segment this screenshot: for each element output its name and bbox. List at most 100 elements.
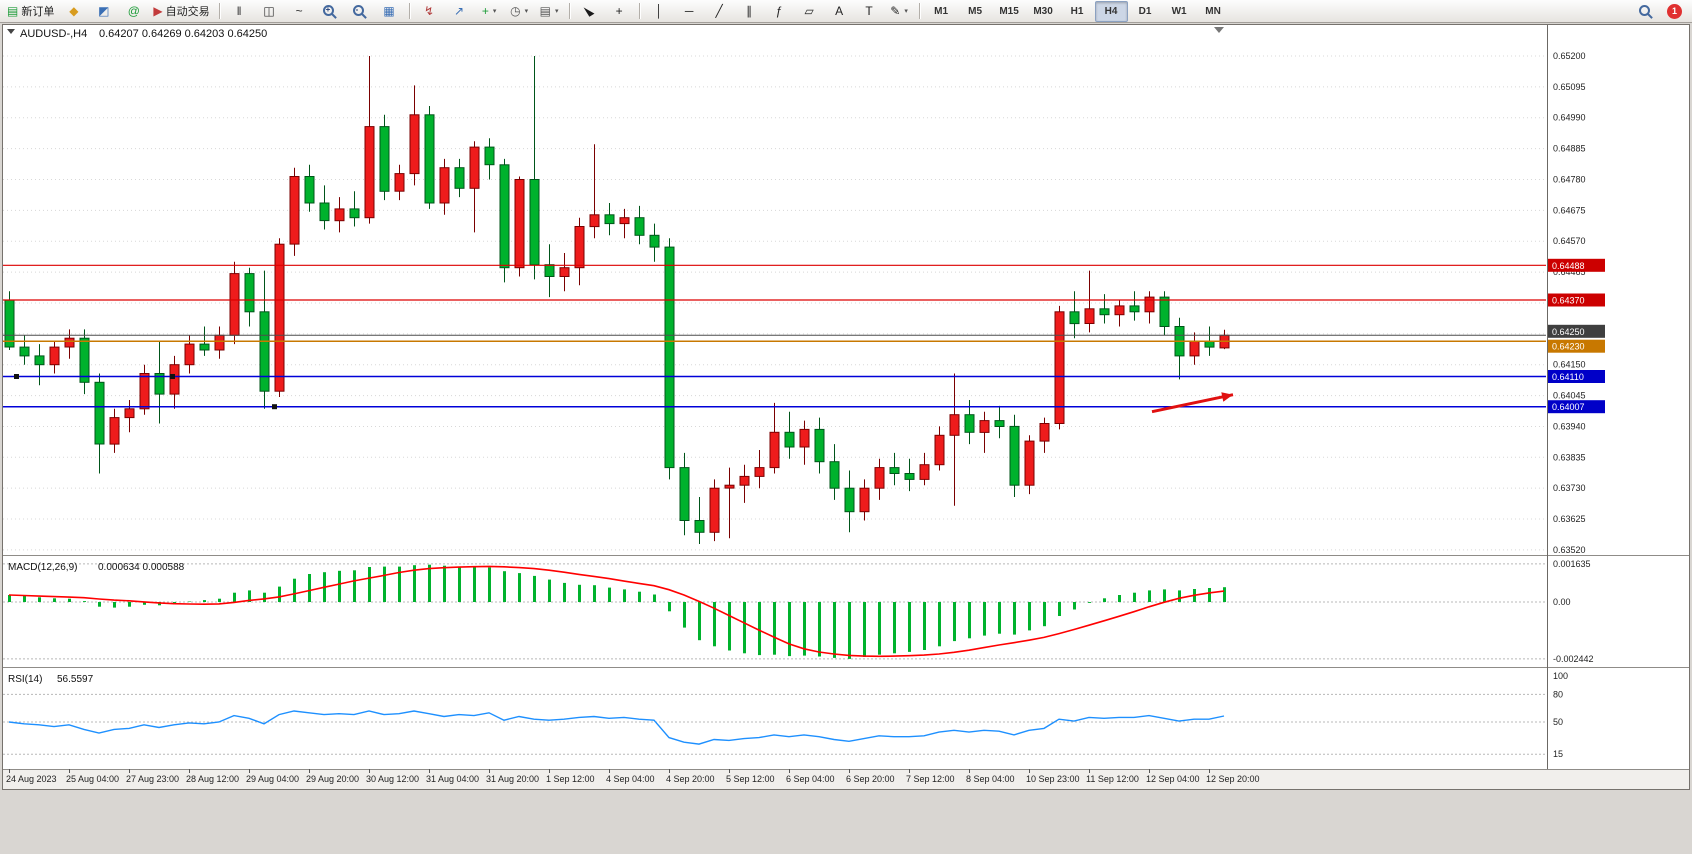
trendline-icon[interactable]: ╱ xyxy=(705,1,734,22)
tf-button-mn[interactable]: MN xyxy=(1205,5,1221,17)
new-order-button[interactable]: ▤ 新订单 xyxy=(3,1,58,22)
ohlc-values-label: 0.64207 0.64269 0.64203 0.64250 xyxy=(99,28,267,40)
line-handle[interactable] xyxy=(170,374,175,379)
channel-icon[interactable]: ∥ xyxy=(735,1,764,22)
crosshair-icon[interactable]: + xyxy=(605,1,634,22)
macd-indicator-label: MACD(12,26,9) xyxy=(8,562,77,573)
candle-body xyxy=(904,473,915,480)
tf-button-w1[interactable]: W1 xyxy=(1171,5,1187,17)
macd-axis-label: 0.001635 xyxy=(1553,559,1591,569)
candle-body xyxy=(709,487,720,533)
vertical-line-icon-glyph: │ xyxy=(655,4,663,18)
line-handle[interactable] xyxy=(14,374,19,379)
crosshair-icon-glyph: + xyxy=(615,4,623,18)
trend-arrow[interactable] xyxy=(1151,393,1234,414)
candle-body xyxy=(289,176,300,245)
cursor-icon[interactable] xyxy=(575,1,604,22)
text-icon[interactable]: A xyxy=(825,1,854,22)
candle-body xyxy=(424,114,435,204)
market-watch-icon-glyph: ◆ xyxy=(69,4,79,18)
tile-windows-icon[interactable]: ▦ xyxy=(375,1,404,22)
trendline-icon-glyph: ╱ xyxy=(715,4,723,18)
tf-button-m1[interactable]: M1 xyxy=(934,5,949,17)
candles-layer xyxy=(4,56,1230,544)
indicators-icon-glyph: ↯ xyxy=(424,4,435,18)
candle-body xyxy=(604,214,615,225)
candle-body xyxy=(529,179,540,266)
community-icon[interactable]: @ xyxy=(119,1,148,22)
fibonacci-icon[interactable]: ƒ xyxy=(765,1,794,22)
tf-button-m5[interactable]: M5 xyxy=(968,5,983,17)
arrows-tool-dropdown-glyph: ✎ xyxy=(890,4,901,18)
objects-list-icon[interactable]: ↗ xyxy=(445,1,474,22)
candle-body xyxy=(94,381,105,445)
candle-body xyxy=(754,467,765,477)
time-axis-label: 29 Aug 04:00 xyxy=(246,774,299,784)
price-axis-label: 0.65200 xyxy=(1553,51,1586,61)
rsi-axis-label: 100 xyxy=(1553,671,1568,681)
market-watch-icon[interactable]: ◆ xyxy=(59,1,88,22)
bar-chart-icon[interactable]: ‖ xyxy=(225,1,254,22)
add-indicator-dropdown-glyph: + xyxy=(481,4,489,18)
candle-body xyxy=(1114,305,1125,316)
candle-body xyxy=(364,126,375,219)
tf-button-d1[interactable]: D1 xyxy=(1138,5,1152,17)
price-marker-text: 0.64250 xyxy=(1552,327,1585,337)
arrows-tool-dropdown[interactable]: ✎ ▾ xyxy=(885,1,914,22)
notifications-badge[interactable]: 1 xyxy=(1660,1,1689,22)
price-marker-box xyxy=(1548,258,1605,272)
indicators-icon[interactable]: ↯ xyxy=(415,1,444,22)
zoom-out-icon[interactable]: - xyxy=(345,1,374,22)
candle-body xyxy=(1129,305,1140,313)
toolbar-separator xyxy=(408,3,410,19)
periods-dropdown[interactable]: ◷ ▾ xyxy=(505,1,534,22)
candle-body xyxy=(514,179,525,269)
candle-body xyxy=(499,164,510,269)
data-window-icon[interactable]: ◩ xyxy=(89,1,118,22)
candle-body xyxy=(649,234,660,248)
vertical-line-icon[interactable]: │ xyxy=(645,1,674,22)
tf-button-h4[interactable]: H4 xyxy=(1094,0,1128,22)
time-axis-label: 6 Sep 20:00 xyxy=(846,774,895,784)
candle-body xyxy=(334,208,345,222)
candle-body xyxy=(1024,440,1035,486)
candlestick-chart-icon[interactable]: ◫ xyxy=(255,1,284,22)
horizontal-line-icon[interactable]: ─ xyxy=(675,1,704,22)
candle-body xyxy=(484,146,495,166)
price-axis-label: 0.64990 xyxy=(1553,113,1586,123)
time-axis-label: 7 Sep 12:00 xyxy=(906,774,955,784)
toolbar-separator xyxy=(218,3,220,19)
line-chart-icon[interactable]: ~ xyxy=(285,1,314,22)
tf-button-m30[interactable]: M30 xyxy=(1033,5,1053,17)
horizontal-line-icon-glyph: ─ xyxy=(684,4,694,18)
time-axis-label: 8 Sep 04:00 xyxy=(966,774,1015,784)
time-axis-label: 1 Sep 12:00 xyxy=(546,774,595,784)
rsi-axis-label: 50 xyxy=(1553,717,1563,727)
add-indicator-dropdown[interactable]: + ▾ xyxy=(475,1,504,22)
time-axis-label: 12 Sep 04:00 xyxy=(1146,774,1200,784)
zoom-in-icon[interactable]: + xyxy=(315,1,344,22)
tile-windows-icon-glyph: ▦ xyxy=(383,4,395,18)
candle-body xyxy=(1099,308,1110,316)
oneclick-trading-toggle[interactable] xyxy=(7,29,15,34)
candle-body xyxy=(694,520,705,533)
zoom-in-icon-badge: + xyxy=(325,4,331,14)
templates-dropdown[interactable]: ▤ ▾ xyxy=(535,1,564,22)
shapes-icon[interactable]: ▱ xyxy=(795,1,824,22)
objects-layer xyxy=(3,264,1546,414)
candle-body xyxy=(64,337,75,348)
text-label-icon[interactable]: T xyxy=(855,1,884,22)
periods-dropdown-arrow-icon: ▾ xyxy=(524,8,529,15)
time-axis-label: 24 Aug 2023 xyxy=(6,774,57,784)
shapes-icon-glyph: ▱ xyxy=(804,4,814,18)
time-axis-strip[interactable] xyxy=(3,770,1689,789)
chart-canvas[interactable]: 0.65200 0.65095 0.64990 0.64885 0.64780 0.646… xyxy=(2,24,1690,790)
trend-arrow-head[interactable] xyxy=(1221,392,1233,402)
tf-button-h1[interactable]: H1 xyxy=(1070,5,1084,17)
tf-button-m15[interactable]: M15 xyxy=(999,5,1019,17)
line-handle[interactable] xyxy=(272,404,277,410)
candle-body xyxy=(874,467,885,489)
search-icon[interactable] xyxy=(1630,1,1659,22)
chart-shift-marker[interactable] xyxy=(1214,27,1224,33)
autotrading-button[interactable]: ▶ 自动交易 xyxy=(149,1,213,22)
